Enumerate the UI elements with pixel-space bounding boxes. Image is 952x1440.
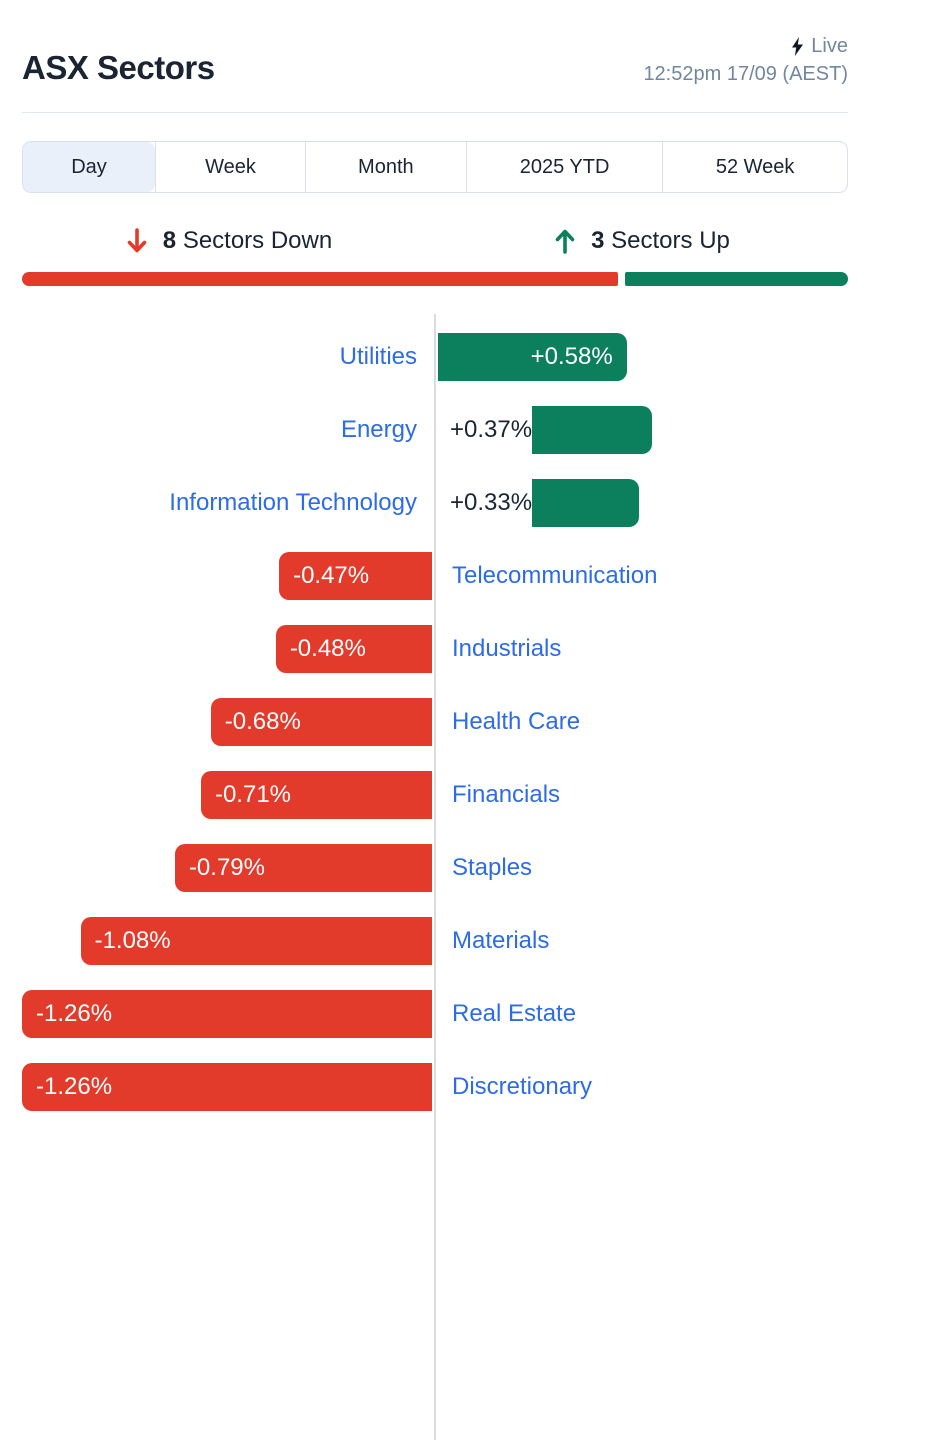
live-label: Live xyxy=(811,35,848,57)
sector-label-cell: Industrials xyxy=(435,635,848,663)
sector-value-label: -0.48% xyxy=(289,634,366,662)
sector-bar: -0.79% xyxy=(174,843,432,892)
sector-bar-cell: -1.26% -1.26% xyxy=(22,989,435,1038)
sector-label-cell: Discretionary xyxy=(435,1073,848,1101)
up-arrow-icon xyxy=(553,227,577,255)
chart-axis xyxy=(434,314,436,1440)
sectors-down-bar xyxy=(22,272,618,286)
tab-2025-ytd[interactable]: 2025 YTD xyxy=(465,142,663,192)
sector-bar: +0.58% xyxy=(438,332,627,381)
sector-bar: +0.33% xyxy=(532,478,640,527)
sector-value-label: -1.26% xyxy=(36,999,113,1027)
sector-row: Discretionary -1.26% -1.26% xyxy=(22,1050,848,1123)
timestamp: 12:52pm 17/09 (AEST) xyxy=(643,63,848,85)
sector-label-link[interactable]: Materials xyxy=(452,926,550,954)
widget-header: ASX Sectors Live 12:52pm 17/09 (AEST) xyxy=(22,0,848,113)
sector-label-cell: Real Estate xyxy=(435,1000,848,1028)
sector-label-link[interactable]: Health Care xyxy=(452,707,581,735)
sector-value-label: -0.79% xyxy=(188,853,265,881)
sector-label-cell: Utilities xyxy=(22,343,435,371)
sector-chart: Utilities +0.58% +0.58% Energy +0.37% +0… xyxy=(22,314,848,1440)
tab-month[interactable]: Month xyxy=(304,142,466,192)
timeframe-tabs: Day Week Month 2025 YTD 52 Week xyxy=(22,141,848,193)
sector-label-link[interactable]: Discretionary xyxy=(452,1072,593,1100)
sector-bar-cell: -0.71% -0.71% xyxy=(22,770,435,819)
sector-bar: -0.71% xyxy=(200,770,432,819)
sector-row: Health Care -0.68% -0.68% xyxy=(22,685,848,758)
sector-bar: -1.08% xyxy=(80,916,432,965)
sector-label-cell: Materials xyxy=(435,927,848,955)
sector-row: Staples -0.79% -0.79% xyxy=(22,831,848,904)
market-breadth-summary: 8 Sectors Down 3 Sectors Up xyxy=(22,227,848,286)
sector-label-link[interactable]: Information Technology xyxy=(169,488,417,516)
sector-row: Utilities +0.58% +0.58% xyxy=(22,320,848,393)
sector-bar: -1.26% xyxy=(22,989,432,1038)
sector-row: Industrials -0.48% -0.48% xyxy=(22,612,848,685)
sector-bar-cell: -0.68% -0.68% xyxy=(22,697,435,746)
sector-value-label: +0.58% xyxy=(530,342,613,370)
sector-bar-cell: -0.79% -0.79% xyxy=(22,843,435,892)
sector-row: Energy +0.37% +0.37% xyxy=(22,393,848,466)
asx-sectors-widget: ASX Sectors Live 12:52pm 17/09 (AEST) Da… xyxy=(22,0,848,1440)
sector-bar-cell: -0.48% -0.48% xyxy=(22,624,435,673)
sector-value-label: +0.33% xyxy=(450,488,533,516)
tab-day[interactable]: Day xyxy=(23,142,156,192)
breadth-bar xyxy=(22,272,848,286)
sector-label-link[interactable]: Real Estate xyxy=(452,999,577,1027)
sector-row: Financials -0.71% -0.71% xyxy=(22,758,848,831)
sector-value-label: -1.08% xyxy=(94,926,171,954)
sector-label-cell: Energy xyxy=(22,416,435,444)
sector-label-link[interactable]: Financials xyxy=(452,780,561,808)
sector-label-cell: Information Technology xyxy=(22,489,435,517)
sector-bar-cell: -0.47% -0.47% xyxy=(22,551,435,600)
sector-label-link[interactable]: Staples xyxy=(452,853,533,881)
tab-52-week[interactable]: 52 Week xyxy=(662,142,847,192)
sector-label-link[interactable]: Utilities xyxy=(339,342,417,370)
sector-bar-cell: +0.58% +0.58% xyxy=(435,332,848,381)
sector-label-link[interactable]: Industrials xyxy=(452,634,562,662)
sector-label-link[interactable]: Energy xyxy=(340,415,417,443)
sectors-up-bar xyxy=(624,272,848,286)
sector-bar: +0.37% xyxy=(532,405,653,454)
sectors-down-label: Sectors Down xyxy=(182,227,333,254)
sector-bar-cell: +0.33% +0.33% xyxy=(435,478,848,527)
sector-bar-cell: -1.26% -1.26% xyxy=(22,1062,435,1111)
sector-bar: -1.26% xyxy=(22,1062,432,1111)
sector-value-label: -1.26% xyxy=(36,1072,113,1100)
sector-value-label: -0.71% xyxy=(214,780,292,808)
sectors-up-label: Sectors Up xyxy=(611,227,730,254)
sector-label-link[interactable]: Telecommunication xyxy=(452,561,658,589)
sectors-up-count: 3 xyxy=(591,227,605,254)
sectors-down-group: 8 Sectors Down xyxy=(22,227,435,255)
tab-week[interactable]: Week xyxy=(155,142,305,192)
sector-bar: -0.47% xyxy=(279,551,432,600)
sector-label-cell: Staples xyxy=(435,854,848,882)
sector-chart-rows: Utilities +0.58% +0.58% Energy +0.37% +0… xyxy=(22,320,848,1123)
sector-row: Information Technology +0.33% +0.33% xyxy=(22,466,848,539)
sectors-up-text: 3 Sectors Up xyxy=(591,227,730,255)
page-title: ASX Sectors xyxy=(22,49,215,86)
sector-value-label: +0.37% xyxy=(450,415,533,443)
sector-row: Real Estate -1.26% -1.26% xyxy=(22,977,848,1050)
sector-value-label: -0.47% xyxy=(293,561,370,589)
sectors-down-count: 8 xyxy=(162,227,177,254)
live-line: Live xyxy=(643,32,848,60)
sectors-down-text: 8 Sectors Down xyxy=(163,227,332,255)
sector-row: Materials -1.08% -1.08% xyxy=(22,904,848,977)
down-arrow-icon xyxy=(125,227,149,255)
sector-row: Telecommunication -0.47% -0.47% xyxy=(22,539,848,612)
sector-value-label: -0.68% xyxy=(224,707,301,735)
sector-label-cell: Telecommunication xyxy=(435,562,848,590)
sector-bar: -0.48% xyxy=(275,624,432,673)
lightning-bolt-icon xyxy=(791,36,804,56)
sector-label-cell: Financials xyxy=(435,781,848,809)
breadth-text-row: 8 Sectors Down 3 Sectors Up xyxy=(22,227,848,255)
sector-bar: -0.68% xyxy=(210,697,432,746)
sectors-up-group: 3 Sectors Up xyxy=(435,227,848,255)
sector-bar-cell: -1.08% -1.08% xyxy=(22,916,435,965)
live-indicator: Live 12:52pm 17/09 (AEST) xyxy=(643,32,848,88)
sector-label-cell: Health Care xyxy=(435,708,848,736)
sector-bar-cell: +0.37% +0.37% xyxy=(435,405,848,454)
